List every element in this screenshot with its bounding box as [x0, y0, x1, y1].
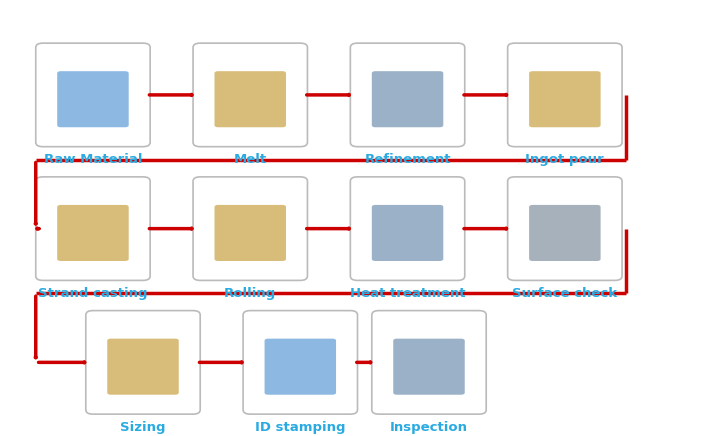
- FancyBboxPatch shape: [57, 71, 129, 127]
- FancyBboxPatch shape: [193, 43, 307, 146]
- Text: Heat treatment: Heat treatment: [350, 287, 465, 300]
- Text: Surface check: Surface check: [512, 287, 618, 300]
- Text: Refinement: Refinement: [365, 153, 450, 166]
- FancyBboxPatch shape: [36, 177, 150, 280]
- Text: Melt: Melt: [234, 153, 267, 166]
- FancyBboxPatch shape: [214, 205, 286, 261]
- FancyBboxPatch shape: [529, 71, 601, 127]
- FancyBboxPatch shape: [372, 205, 443, 261]
- FancyBboxPatch shape: [86, 310, 200, 414]
- Text: Sizing: Sizing: [120, 421, 166, 434]
- FancyBboxPatch shape: [508, 177, 622, 280]
- FancyBboxPatch shape: [350, 177, 465, 280]
- Text: Raw Material: Raw Material: [44, 153, 142, 166]
- FancyBboxPatch shape: [214, 71, 286, 127]
- FancyBboxPatch shape: [529, 205, 601, 261]
- Text: Ingot pour: Ingot pour: [526, 153, 604, 166]
- FancyBboxPatch shape: [36, 43, 150, 146]
- FancyBboxPatch shape: [393, 339, 465, 395]
- FancyBboxPatch shape: [107, 339, 179, 395]
- FancyBboxPatch shape: [372, 310, 486, 414]
- FancyBboxPatch shape: [350, 43, 465, 146]
- FancyBboxPatch shape: [265, 339, 336, 395]
- Text: Rolling: Rolling: [224, 287, 277, 300]
- Text: ID stamping: ID stamping: [255, 421, 345, 434]
- FancyBboxPatch shape: [57, 205, 129, 261]
- FancyBboxPatch shape: [372, 71, 443, 127]
- FancyBboxPatch shape: [508, 43, 622, 146]
- Text: Strand casting: Strand casting: [38, 287, 148, 300]
- FancyBboxPatch shape: [193, 177, 307, 280]
- Text: Inspection: Inspection: [390, 421, 468, 434]
- FancyBboxPatch shape: [243, 310, 358, 414]
